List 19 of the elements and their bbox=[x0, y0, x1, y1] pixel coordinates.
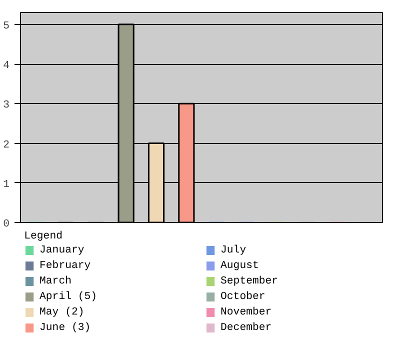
y-tick-label: 4 bbox=[3, 60, 10, 72]
legend-label: June (3) bbox=[40, 322, 91, 334]
legend-label: March bbox=[40, 276, 72, 288]
legend-label: August bbox=[220, 260, 259, 272]
y-tick-label: 1 bbox=[3, 178, 10, 191]
y-tick-label: 0 bbox=[3, 218, 10, 230]
legend-label: October bbox=[220, 291, 266, 303]
y-tick-label: 3 bbox=[3, 100, 10, 112]
legend-label: May (2) bbox=[40, 306, 84, 318]
legend-label: November bbox=[220, 306, 272, 318]
legend-label: December bbox=[220, 322, 272, 334]
legend-label: July bbox=[220, 244, 247, 256]
legend-label: April (5) bbox=[40, 291, 98, 303]
y-tick-label: 2 bbox=[3, 139, 10, 152]
legend-label: September bbox=[220, 276, 278, 288]
legend-title: Legend bbox=[24, 230, 62, 242]
legend-label: January bbox=[40, 244, 85, 256]
legend-label: February bbox=[40, 260, 92, 272]
y-tick-label: 5 bbox=[3, 20, 10, 32]
